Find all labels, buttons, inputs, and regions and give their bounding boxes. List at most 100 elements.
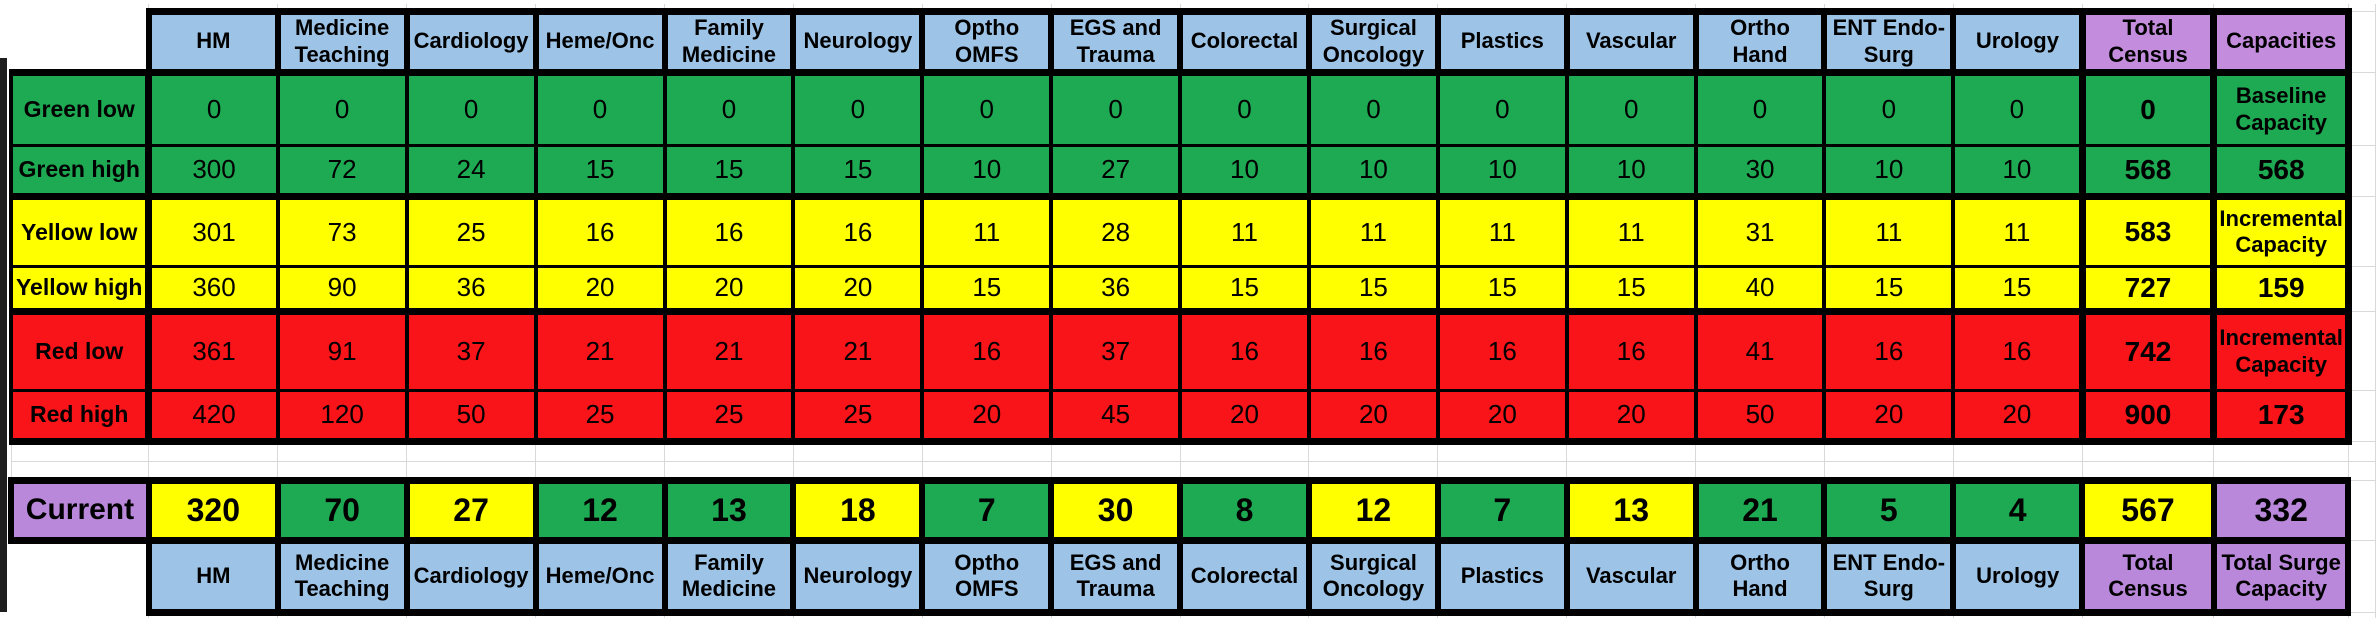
data-cell[interactable]: 10 [1564, 143, 1698, 200]
data-cell[interactable]: 15 [533, 143, 667, 200]
data-cell[interactable]: 16 [533, 194, 667, 268]
row-label[interactable]: Green high [9, 143, 153, 200]
data-cell[interactable]: 37 [1049, 309, 1183, 392]
col-header-vascular[interactable]: Vascular [1563, 7, 1699, 76]
data-cell[interactable]: 72 [275, 143, 409, 200]
current-cell[interactable]: 13 [1563, 476, 1699, 544]
data-cell[interactable]: 15 [1306, 264, 1440, 315]
data-cell[interactable]: 15 [791, 143, 925, 200]
data-cell[interactable]: 15 [662, 143, 796, 200]
capacity-cell[interactable]: Baseline Capacity [2210, 68, 2352, 147]
col-header-family-medicine[interactable]: Family Medicine [661, 7, 797, 76]
data-cell[interactable]: 0 [1178, 68, 1311, 147]
data-cell[interactable]: 20 [1306, 388, 1440, 445]
current-cell[interactable]: 12 [1305, 476, 1441, 544]
col-header-egs-trauma[interactable]: EGS and Trauma [1048, 7, 1184, 76]
data-cell[interactable]: 16 [791, 194, 925, 268]
data-cell[interactable]: 25 [662, 388, 796, 445]
data-cell[interactable]: 15 [1178, 264, 1311, 315]
data-cell[interactable]: 16 [1564, 309, 1698, 392]
data-cell[interactable]: 10 [1435, 143, 1569, 200]
footer-col-header-hm[interactable]: HM [145, 536, 281, 616]
data-cell[interactable]: 20 [1564, 388, 1698, 445]
data-cell[interactable]: 25 [791, 388, 925, 445]
data-cell[interactable]: 10 [1306, 143, 1440, 200]
footer-col-header-urology[interactable]: Urology [1950, 536, 2086, 616]
footer-col-header-surgical-oncology[interactable]: Surgical Oncology [1305, 536, 1441, 616]
data-cell[interactable]: 361 [146, 309, 280, 392]
footer-col-header-optho-omfs[interactable]: Optho OMFS [919, 536, 1055, 616]
data-cell[interactable]: 0 [1564, 68, 1698, 147]
data-cell[interactable]: 50 [1693, 388, 1827, 445]
footer-col-header-ortho-hand[interactable]: Ortho Hand [1692, 536, 1828, 616]
data-cell[interactable]: 0 [404, 68, 538, 147]
data-cell[interactable]: 120 [275, 388, 409, 445]
data-cell[interactable]: 0 [1049, 68, 1183, 147]
col-header-cardiology[interactable]: Cardiology [403, 7, 539, 76]
current-label[interactable]: Current [8, 476, 152, 544]
total-census-cell[interactable]: 900 [2078, 388, 2216, 445]
col-header-surgical-oncology[interactable]: Surgical Oncology [1305, 7, 1441, 76]
data-cell[interactable]: 30 [1693, 143, 1827, 200]
data-cell[interactable]: 11 [1435, 194, 1569, 268]
data-cell[interactable]: 20 [1822, 388, 1956, 445]
data-cell[interactable]: 24 [404, 143, 538, 200]
header-blank-cell[interactable] [11, 11, 149, 72]
data-cell[interactable]: 16 [1178, 309, 1311, 392]
footer-col-header-vascular[interactable]: Vascular [1563, 536, 1699, 616]
col-header-plastics[interactable]: Plastics [1434, 7, 1570, 76]
col-header-total-census[interactable]: Total Census [2078, 7, 2217, 76]
current-cell[interactable]: 7 [919, 476, 1055, 544]
footer-col-header-medicine-teaching[interactable]: Medicine Teaching [274, 536, 410, 616]
data-cell[interactable]: 11 [1951, 194, 2085, 268]
data-cell[interactable]: 16 [920, 309, 1054, 392]
data-cell[interactable]: 0 [920, 68, 1054, 147]
data-cell[interactable]: 11 [1564, 194, 1698, 268]
data-cell[interactable]: 20 [1178, 388, 1311, 445]
footer-col-header-neurology[interactable]: Neurology [790, 536, 926, 616]
current-cell[interactable]: 320 [145, 476, 281, 544]
data-cell[interactable]: 10 [1178, 143, 1311, 200]
data-cell[interactable]: 27 [1049, 143, 1183, 200]
data-cell[interactable]: 10 [920, 143, 1054, 200]
data-cell[interactable]: 73 [275, 194, 409, 268]
capacity-cell[interactable]: 173 [2210, 388, 2352, 445]
total-census-cell[interactable]: 742 [2078, 309, 2216, 392]
data-cell[interactable]: 15 [1951, 264, 2085, 315]
data-cell[interactable]: 11 [1306, 194, 1440, 268]
data-cell[interactable]: 420 [146, 388, 280, 445]
footer-col-header-colorectal[interactable]: Colorectal [1177, 536, 1312, 616]
data-cell[interactable]: 11 [1822, 194, 1956, 268]
data-cell[interactable]: 300 [146, 143, 280, 200]
footer-col-header-heme-onc[interactable]: Heme/Onc [532, 536, 668, 616]
data-cell[interactable]: 10 [1822, 143, 1956, 200]
col-header-urology[interactable]: Urology [1950, 7, 2086, 76]
total-census-cell[interactable]: 0 [2078, 68, 2216, 147]
capacity-cell[interactable]: 159 [2210, 264, 2352, 315]
col-header-colorectal[interactable]: Colorectal [1177, 7, 1312, 76]
current-cell[interactable]: 8 [1177, 476, 1312, 544]
row-label[interactable]: Yellow low [9, 194, 153, 268]
data-cell[interactable]: 0 [1306, 68, 1440, 147]
data-cell[interactable]: 0 [791, 68, 925, 147]
footer-col-header-ent-endo-surg[interactable]: ENT Endo-Surg [1821, 536, 1957, 616]
data-cell[interactable]: 50 [404, 388, 538, 445]
footer-col-header-plastics[interactable]: Plastics [1434, 536, 1570, 616]
row-label[interactable]: Red low [9, 309, 153, 392]
data-cell[interactable]: 0 [533, 68, 667, 147]
col-header-optho-omfs[interactable]: Optho OMFS [919, 7, 1055, 76]
data-cell[interactable]: 21 [791, 309, 925, 392]
current-cell[interactable]: 4 [1950, 476, 2086, 544]
total-census-cell[interactable]: 727 [2078, 264, 2216, 315]
data-cell[interactable]: 16 [1435, 309, 1569, 392]
data-cell[interactable]: 301 [146, 194, 280, 268]
data-cell[interactable]: 25 [404, 194, 538, 268]
current-cell[interactable]: 7 [1434, 476, 1570, 544]
data-cell[interactable]: 36 [1049, 264, 1183, 315]
data-cell[interactable]: 0 [275, 68, 409, 147]
data-cell[interactable]: 16 [662, 194, 796, 268]
col-header-capacities[interactable]: Capacities [2210, 7, 2352, 76]
data-cell[interactable]: 20 [920, 388, 1054, 445]
data-cell[interactable]: 15 [920, 264, 1054, 315]
data-cell[interactable]: 16 [1306, 309, 1440, 392]
